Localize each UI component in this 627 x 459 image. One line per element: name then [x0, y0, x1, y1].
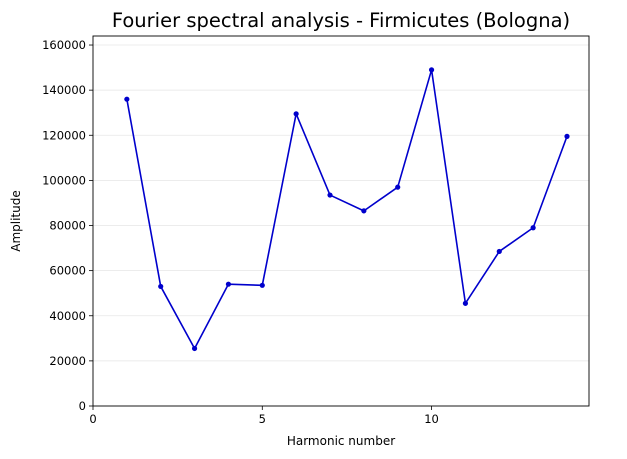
y-tick-label: 100000 — [42, 173, 86, 187]
data-point — [462, 300, 469, 306]
x-tick-label: 0 — [89, 412, 96, 426]
y-tick-label: 120000 — [42, 128, 86, 142]
data-point — [259, 282, 265, 288]
y-tick-label: 60000 — [49, 264, 86, 278]
data-point — [225, 281, 232, 287]
data-point — [564, 133, 570, 139]
x-tick-label: 10 — [424, 412, 439, 426]
data-point — [361, 208, 367, 214]
plot-frame — [92, 35, 590, 407]
y-axis-ticks: 0 20000 40000 60000 80000 100000 120000 140000 1… — [42, 38, 93, 413]
y-tick-label: 140000 — [42, 83, 86, 97]
chart-title: Fourier spectral analysis - Firmicutes (… — [112, 9, 570, 32]
y-axis-label: Amplitude — [9, 190, 23, 252]
y-tick-label: 160000 — [42, 38, 86, 52]
data-point — [327, 192, 333, 198]
data-point — [191, 345, 198, 352]
data-point — [428, 67, 435, 73]
data-point — [395, 184, 401, 190]
data-point — [124, 96, 130, 102]
data-point — [293, 111, 299, 117]
data-point — [158, 283, 164, 290]
grid-lines — [93, 44, 589, 362]
y-tick-label: 0 — [79, 399, 86, 413]
data-point — [530, 225, 536, 231]
series-line — [126, 69, 568, 350]
data-point — [496, 248, 502, 255]
x-axis-label: Harmonic number — [287, 434, 395, 448]
y-tick-label: 40000 — [49, 309, 86, 323]
y-tick-label: 20000 — [49, 354, 86, 368]
series-layer — [124, 67, 570, 352]
x-tick-label: 5 — [259, 412, 266, 426]
x-axis-ticks: 0 5 10 — [89, 406, 439, 426]
y-tick-label: 80000 — [49, 219, 86, 233]
